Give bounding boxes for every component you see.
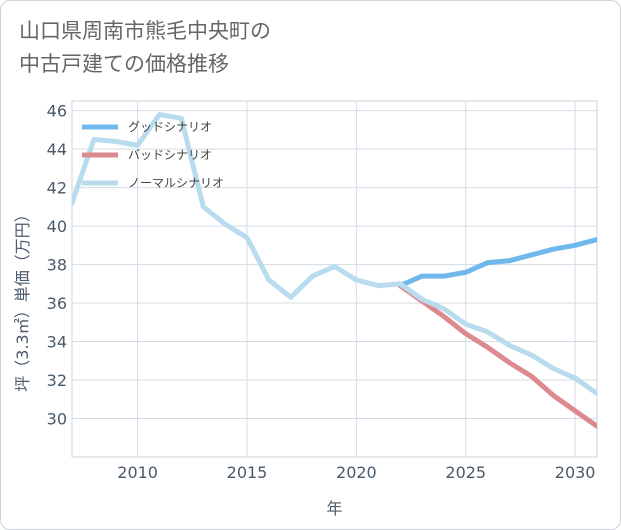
- y-tick-label: 38: [47, 256, 67, 275]
- legend-label: グッドシナリオ: [128, 120, 212, 134]
- legend-label: バッドシナリオ: [128, 148, 212, 162]
- tick-labels: 2010 2015 2020 2025 2030 30 32 34 36 38 40 42 44 46: [47, 102, 596, 482]
- y-tick-label: 34: [47, 333, 67, 352]
- series-line-0: [397, 237, 597, 289]
- y-axis-label: 坪（3.3㎡）単価（万円）: [13, 206, 32, 391]
- y-tick-label: 32: [47, 371, 67, 390]
- legend-label: ノーマルシナリオ: [128, 176, 224, 190]
- series-line-1: [397, 283, 597, 429]
- y-tick-label: 40: [47, 217, 67, 236]
- y-tick-label: 36: [47, 294, 67, 313]
- x-tick-label: 2020: [336, 463, 377, 482]
- x-tick-label: 2015: [227, 463, 268, 482]
- y-tick-label: 30: [47, 410, 67, 429]
- plot-frame: [71, 100, 598, 458]
- chart-title-line-2: 中古戸建ての価格推移: [19, 52, 229, 76]
- chart-title: 山口県周南市熊毛中央町の 中古戸建ての価格推移: [19, 15, 271, 81]
- grid: [71, 100, 598, 458]
- series-line-2: [72, 112, 597, 396]
- chart-title-line-1: 山口県周南市熊毛中央町の: [19, 19, 271, 43]
- y-tick-label: 42: [47, 179, 67, 198]
- series-lines: [72, 112, 597, 429]
- x-tick-label: 2030: [555, 463, 596, 482]
- x-tick-label: 2025: [445, 463, 486, 482]
- y-tick-label: 46: [47, 102, 67, 121]
- x-tick-label: 2010: [117, 463, 158, 482]
- x-axis-label: 年: [326, 499, 342, 518]
- y-tick-label: 44: [47, 140, 67, 159]
